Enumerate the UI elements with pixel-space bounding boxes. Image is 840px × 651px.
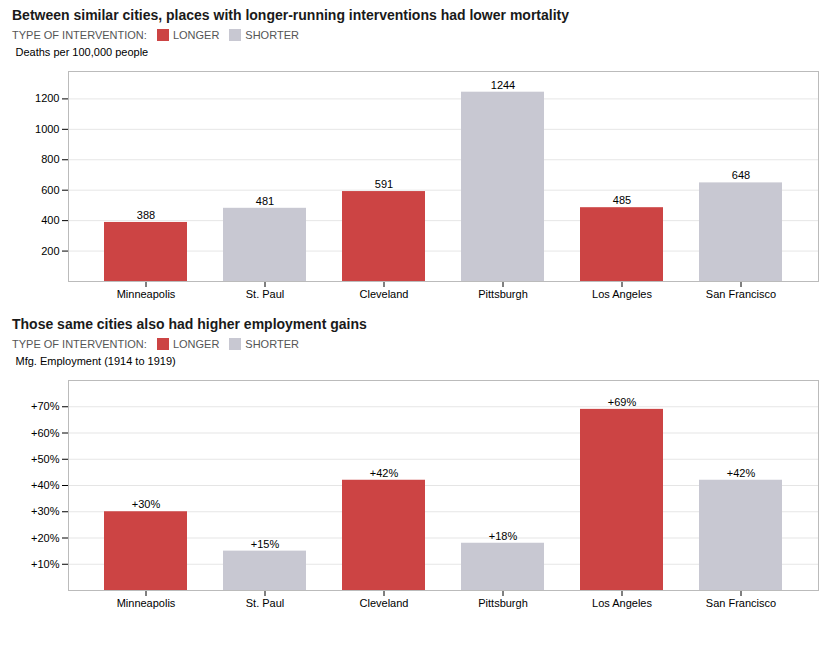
svg-text:Pittsburgh: Pittsburgh [478, 597, 528, 609]
svg-text:Deaths per 100,000 people: Deaths per 100,000 people [16, 46, 149, 58]
html-text:SHORTER: SHORTER [245, 338, 299, 350]
html-text:LONGER: LONGER [172, 29, 220, 41]
svg-text:600: 600 [41, 184, 59, 196]
svg-text:+50%: +50% [31, 453, 60, 465]
svg-text:+42%: +42% [370, 467, 399, 479]
svg-text:St. Paul: St. Paul [246, 597, 285, 609]
html-text:LONGER: LONGER [172, 338, 220, 350]
html-text:Those same cities also had hig: Those same cities also had higher employ… [12, 316, 367, 332]
svg-text:+60%: +60% [31, 427, 60, 439]
svg-text:Los Angeles: Los Angeles [592, 597, 652, 609]
html-text:TYPE OF INTERVENTION:: TYPE OF INTERVENTION: [12, 29, 147, 41]
svg-text:+69%: +69% [608, 396, 637, 408]
svg-text:1244: 1244 [491, 79, 515, 91]
svg-text:1000: 1000 [35, 123, 59, 135]
svg-text:200: 200 [41, 245, 59, 257]
svg-text:+30%: +30% [132, 498, 161, 510]
svg-text:485: 485 [613, 194, 631, 206]
svg-text:400: 400 [41, 214, 59, 226]
svg-text:1200: 1200 [35, 92, 59, 104]
svg-text:Pittsburgh: Pittsburgh [478, 288, 528, 300]
svg-text:+70%: +70% [31, 400, 60, 412]
svg-text:St. Paul: St. Paul [246, 288, 285, 300]
svg-text:591: 591 [375, 178, 393, 190]
svg-text:+40%: +40% [31, 479, 60, 491]
svg-text:+18%: +18% [489, 530, 518, 542]
svg-text:+30%: +30% [31, 505, 60, 517]
svg-text:Cleveland: Cleveland [360, 288, 409, 300]
svg-text:481: 481 [256, 195, 274, 207]
html-text:SHORTER: SHORTER [245, 29, 299, 41]
svg-text:San Francisco: San Francisco [706, 597, 776, 609]
svg-text:+10%: +10% [31, 558, 60, 570]
svg-text:Los Angeles: Los Angeles [592, 288, 652, 300]
svg-text:Mfg. Employment (1914 to 1919): Mfg. Employment (1914 to 1919) [16, 355, 176, 367]
html-text:Between similar cities, places: Between similar cities, places with long… [12, 7, 569, 23]
html-text:TYPE OF INTERVENTION:: TYPE OF INTERVENTION: [12, 338, 147, 350]
svg-text:648: 648 [732, 169, 750, 181]
svg-text:Minneapolis: Minneapolis [117, 597, 176, 609]
svg-text:San Francisco: San Francisco [706, 288, 776, 300]
svg-text:Cleveland: Cleveland [360, 597, 409, 609]
svg-text:800: 800 [41, 153, 59, 165]
svg-text:+15%: +15% [251, 538, 280, 550]
svg-text:Minneapolis: Minneapolis [117, 288, 176, 300]
svg-text:+20%: +20% [31, 532, 60, 544]
svg-text:+42%: +42% [727, 467, 756, 479]
svg-text:388: 388 [137, 209, 155, 221]
